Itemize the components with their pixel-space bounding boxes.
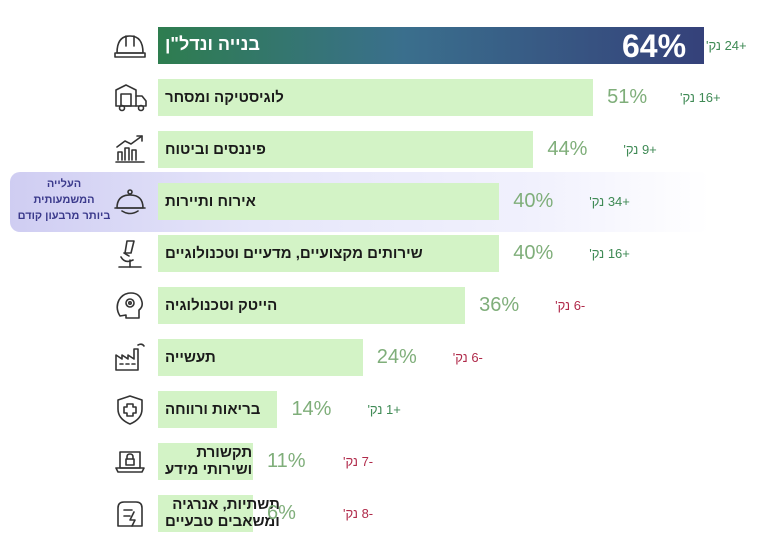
bar-7: [158, 339, 363, 376]
bar-6: [158, 287, 466, 324]
value-label-2: 51%: [607, 86, 648, 108]
change-label-8: +1 נק': [367, 402, 401, 417]
factory-icon: [115, 343, 145, 371]
category-label-10: תשתיות, אנרגיה ומשאבים טבעיים: [165, 496, 280, 530]
laptop-lock-icon: [115, 451, 145, 473]
value-label-9: 11%: [267, 450, 306, 472]
bar-3: [158, 131, 534, 168]
change-label-2: +16 נק': [680, 90, 721, 105]
highlight-line-1: העלייה: [46, 178, 82, 190]
helmet-icon: [114, 35, 146, 58]
bar-2: [158, 79, 594, 116]
change-label-7: -6 נק': [452, 350, 483, 365]
category-label-5: שירותים מקצועיים, מדעיים וטכנולוגיים: [165, 245, 423, 262]
bar-8: [158, 391, 278, 428]
change-label-4: +34 נק': [589, 194, 630, 209]
energy-icon: [117, 501, 143, 527]
change-label-6: -6 נק': [555, 298, 586, 313]
finance-chart-icon: [115, 135, 145, 163]
change-label-10: -8 נק': [343, 506, 374, 521]
health-shield-icon: [117, 395, 143, 425]
value-label-1: 64%: [622, 28, 687, 64]
value-label-10: 6%: [267, 502, 296, 524]
bar-1: [158, 27, 704, 64]
bar-10: [158, 495, 253, 532]
category-label-2: לוגיסטיקה ומסחר: [165, 89, 284, 106]
cloche-icon: [114, 189, 146, 215]
value-label-8: 14%: [291, 398, 332, 420]
highlight-label: העלייה המשמעותית ביותר מרבעון קודם: [12, 176, 116, 224]
value-label-4: 40%: [513, 190, 554, 212]
change-label-5: +16 נק': [589, 246, 630, 261]
category-label-9: תקשורת ושירותי מידע: [165, 444, 253, 478]
category-label-1: בנייה ונדל"ן: [165, 34, 260, 54]
delivery-truck-icon: [115, 84, 147, 112]
change-label-9: -7 נק': [343, 454, 374, 469]
brain-chip-icon: [116, 292, 143, 319]
value-label-3: 44%: [547, 138, 588, 160]
category-label-3: פיננסים וביטוח: [165, 141, 266, 158]
category-label-4: אירוח ותיירות: [165, 193, 256, 210]
category-label-7: תעשייה: [165, 349, 216, 366]
change-label-1: +24 נק': [706, 38, 747, 53]
category-label-6: הייטק וטכנולוגיה: [165, 297, 278, 314]
highlight-line-3: ביותר מרבעון קודם: [17, 210, 111, 222]
value-label-7: 24%: [376, 346, 417, 368]
microscope-icon: [118, 240, 142, 268]
bar-4: [158, 183, 500, 220]
bar-9: [158, 443, 253, 480]
highlight-line-2: המשמעותית: [33, 194, 95, 206]
bar-5: [158, 235, 500, 272]
value-label-6: 36%: [479, 294, 520, 316]
value-label-5: 40%: [513, 242, 554, 264]
change-label-3: +9 נק': [623, 142, 657, 157]
category-label-8: בריאות ורווחה: [165, 401, 261, 418]
